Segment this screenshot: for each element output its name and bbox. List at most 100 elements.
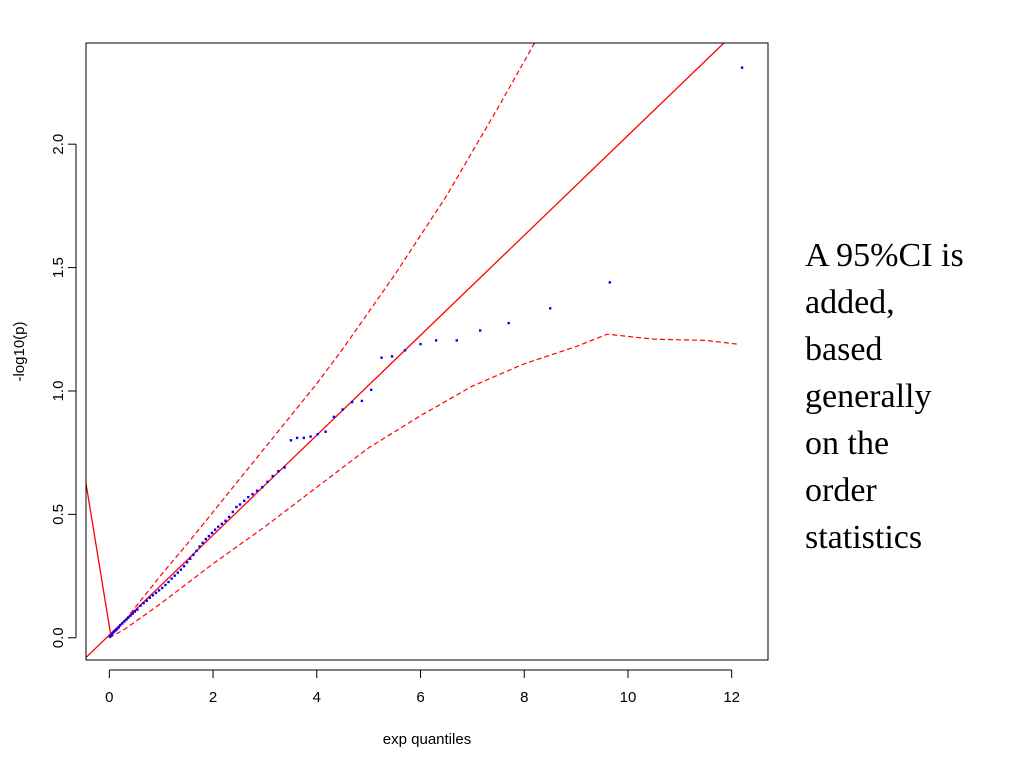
x-tick-label: 6 — [416, 689, 424, 706]
data-point — [251, 493, 254, 496]
data-point — [419, 342, 422, 346]
y-tick-label: 0.5 — [50, 504, 67, 525]
data-point — [131, 612, 134, 615]
data-point — [136, 608, 139, 611]
data-point — [390, 355, 394, 358]
data-point — [295, 436, 299, 440]
data-point — [224, 519, 227, 522]
data-point — [115, 627, 119, 631]
data-point — [204, 537, 207, 541]
data-point — [142, 602, 145, 605]
y-tick-label: 2.0 — [50, 134, 67, 155]
data-point — [247, 495, 250, 499]
data-point — [434, 339, 438, 342]
annotation-line: based — [805, 331, 883, 368]
plot-frame — [85, 42, 769, 661]
y-axis: 0.0 0.5 1.0 1.5 2.0 — [50, 134, 77, 648]
data-point — [277, 470, 280, 473]
data-point — [201, 541, 204, 544]
data-point — [125, 618, 128, 621]
data-point — [316, 433, 319, 436]
data-point — [185, 561, 189, 564]
data-point — [112, 630, 116, 633]
data-point — [173, 574, 176, 577]
data-point — [127, 616, 130, 619]
data-point — [243, 499, 246, 502]
data-point — [266, 480, 269, 483]
data-point — [170, 577, 173, 580]
data-point — [455, 339, 458, 342]
data-point — [129, 614, 132, 617]
y-tick-label: 1.0 — [50, 381, 67, 402]
data-point — [207, 534, 211, 538]
data-point — [189, 557, 192, 560]
data-point — [740, 66, 744, 69]
data-point — [235, 505, 238, 509]
annotation-line: generally — [805, 378, 932, 415]
data-point — [114, 629, 117, 632]
data-point — [145, 599, 148, 602]
data-point — [255, 489, 259, 492]
data-point — [271, 474, 274, 478]
data-point — [302, 436, 305, 440]
annotation-text: A 95%CI is added, based generally on the… — [805, 232, 1020, 561]
data-point — [121, 622, 124, 625]
data-point — [217, 525, 220, 528]
data-point — [182, 565, 186, 568]
y-axis-title: -log10(p) — [11, 321, 28, 381]
data-point — [380, 356, 383, 359]
data-point — [195, 549, 198, 553]
x-tick-label: 10 — [620, 689, 637, 706]
data-point — [238, 503, 242, 506]
data-point — [350, 400, 354, 404]
reference-line-0 — [86, 43, 725, 659]
data-point — [479, 329, 482, 332]
data-point — [213, 528, 217, 531]
data-point — [198, 545, 201, 548]
data-point — [164, 583, 167, 587]
x-tick-label: 8 — [520, 689, 528, 706]
data-point — [133, 610, 136, 613]
data-point — [157, 589, 161, 592]
x-tick-label: 2 — [209, 689, 217, 706]
data-point — [161, 586, 164, 590]
data-point — [151, 594, 155, 597]
annotation-line: on the — [805, 425, 890, 462]
data-point — [139, 604, 142, 607]
data-point — [289, 439, 293, 442]
data-point — [231, 510, 234, 514]
data-point — [261, 486, 264, 489]
data-point — [403, 349, 407, 352]
data-point — [148, 596, 151, 599]
data-point — [192, 553, 195, 557]
data-point — [360, 399, 364, 403]
data-point — [119, 624, 122, 627]
data-point — [108, 635, 112, 638]
data-point — [117, 626, 120, 629]
data-point — [341, 408, 344, 411]
annotation-line: statistics — [805, 519, 923, 556]
data-point — [309, 435, 312, 438]
data-point — [332, 415, 336, 419]
x-tick-label: 0 — [105, 689, 113, 706]
data-point — [167, 580, 170, 584]
ci-band-line-3 — [109, 333, 737, 639]
data-point — [549, 307, 552, 310]
reference-line-1 — [86, 479, 112, 634]
x-tick-label: 4 — [313, 689, 321, 706]
data-point — [123, 620, 126, 623]
data-point — [210, 531, 214, 535]
data-point — [370, 388, 373, 391]
data-point — [154, 591, 158, 595]
ci-band-line-2 — [108, 43, 536, 639]
data-point — [324, 430, 327, 433]
x-tick-label: 12 — [723, 689, 740, 706]
data-point — [507, 321, 510, 325]
data-point — [176, 571, 179, 574]
y-tick-label: 1.5 — [50, 257, 67, 278]
annotation-line: order — [805, 472, 877, 509]
data-point — [227, 515, 231, 519]
x-axis-title: exp quantiles — [383, 731, 471, 748]
data-point — [220, 522, 224, 525]
